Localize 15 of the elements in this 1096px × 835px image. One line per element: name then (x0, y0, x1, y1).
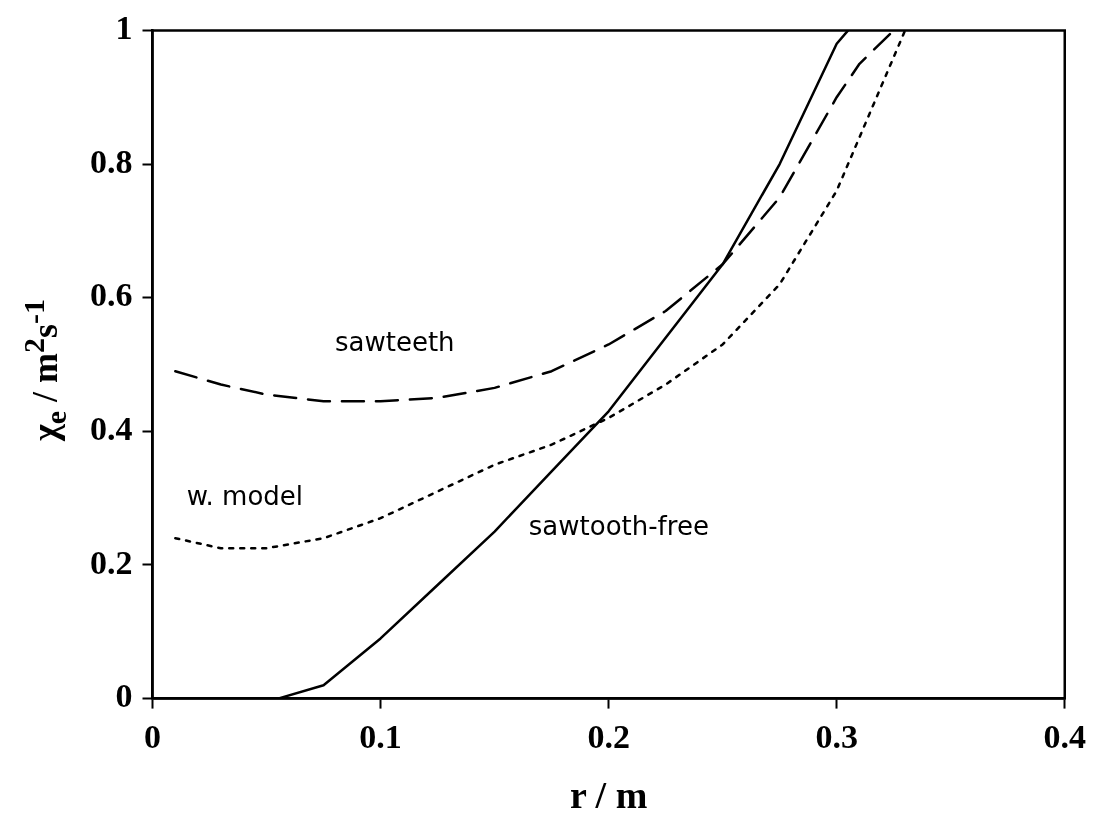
y-tick-label: 0 (115, 677, 133, 715)
series-label: sawtooth-free (528, 510, 709, 541)
x-axis-title: r / m (569, 774, 648, 817)
series-label: w. model (186, 480, 304, 511)
y-tick-label: 0.8 (90, 142, 133, 180)
x-tick-label: 0.3 (815, 717, 858, 755)
x-tick-label: 0.4 (1043, 717, 1086, 755)
series-label: sawteeth (334, 327, 455, 358)
x-tick-label: 0.2 (587, 717, 630, 755)
y-tick-label: 0.4 (90, 410, 133, 448)
x-tick-label: 0 (144, 717, 161, 755)
y-tick-label: 0.2 (90, 543, 133, 581)
x-tick-label: 0.1 (359, 717, 402, 755)
y-tick-label: 1 (115, 9, 133, 47)
y-tick-label: 0.6 (90, 276, 133, 314)
